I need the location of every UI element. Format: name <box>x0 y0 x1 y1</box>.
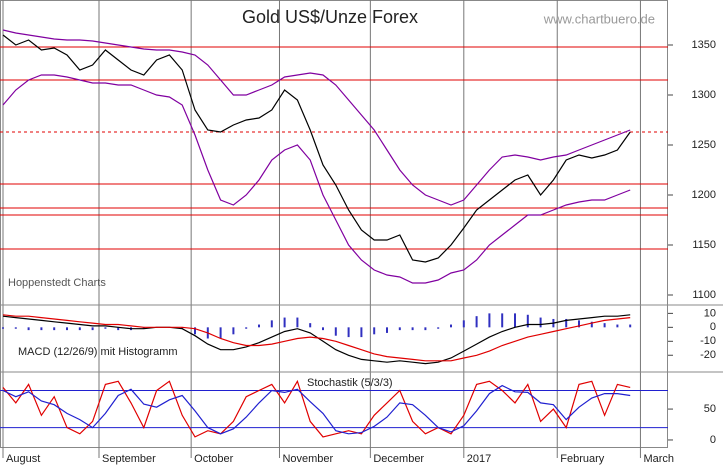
histogram-bar <box>117 327 120 331</box>
histogram-bar <box>283 317 286 328</box>
series-line <box>2 74 631 284</box>
histogram-bar <box>309 323 312 328</box>
y-tick-label: -10 <box>700 335 716 347</box>
histogram-bar <box>565 318 568 328</box>
y-tick-label: -20 <box>700 349 716 361</box>
histogram-bar <box>437 327 440 329</box>
x-tick-label: February <box>560 453 605 465</box>
histogram-bar <box>386 327 388 333</box>
series-line <box>2 384 631 435</box>
x-tick-label: November <box>282 453 333 465</box>
histogram-bar <box>526 314 529 328</box>
histogram-bar <box>78 327 81 331</box>
series-line <box>2 34 631 263</box>
histogram-bar <box>66 327 68 331</box>
histogram-bar <box>450 324 452 328</box>
histogram-bar <box>91 327 94 331</box>
x-tick-label: 2017 <box>467 453 491 465</box>
histogram-bar <box>245 327 248 329</box>
histogram-bar <box>373 327 376 335</box>
histogram-bar <box>398 327 401 331</box>
x-tick-label: December <box>373 453 424 465</box>
histogram-bar <box>2 327 4 329</box>
histogram-bar <box>590 321 593 328</box>
y-tick-label: 1300 <box>692 89 716 101</box>
panel-title: MACD (12/26/9) mit Histogramm <box>18 346 178 358</box>
chart-title: Gold US$/Unze Forex <box>242 7 418 27</box>
histogram-bar <box>181 327 184 329</box>
histogram-bar <box>270 320 273 328</box>
histogram-bar <box>258 324 260 328</box>
histogram-bar <box>334 327 337 336</box>
histogram-bar <box>501 313 504 328</box>
y-tick-label: 50 <box>704 403 716 415</box>
y-tick-label: 1250 <box>692 139 716 151</box>
histogram-bar <box>360 327 363 338</box>
frame <box>0 0 668 448</box>
x-tick-label: September <box>102 453 156 465</box>
y-tick-label: 1100 <box>692 289 716 301</box>
histogram-bar <box>347 327 350 338</box>
y-tick-label: 0 <box>710 321 716 333</box>
histogram-bar <box>14 327 17 329</box>
series-line <box>2 379 631 438</box>
histogram-bar <box>40 327 43 331</box>
histogram-bar <box>322 327 324 331</box>
y-tick-label: 1150 <box>692 239 716 251</box>
x-tick-label: August <box>6 453 40 465</box>
histogram-bar <box>629 324 632 328</box>
series-line <box>2 314 631 362</box>
histogram-bar <box>27 327 30 331</box>
y-tick-label: 0 <box>710 434 716 446</box>
histogram-bar <box>219 327 222 339</box>
histogram-bar <box>578 320 580 328</box>
x-tick-label: October <box>194 453 233 465</box>
histogram-bar <box>53 327 56 331</box>
y-tick-label: 1200 <box>692 189 716 201</box>
y-tick-label: 1350 <box>692 39 716 51</box>
histogram-bar <box>194 327 196 335</box>
note: Hoppenstedt Charts <box>8 277 106 289</box>
source: www.chartbuero.de <box>543 11 655 26</box>
histogram-bar <box>104 327 107 329</box>
series-line <box>2 29 631 206</box>
histogram-bar <box>462 320 465 328</box>
histogram-bar <box>616 324 619 328</box>
histogram-bar <box>142 327 145 329</box>
histogram-bar <box>296 317 299 328</box>
histogram-bar <box>424 327 427 331</box>
histogram-bar <box>514 313 516 328</box>
histogram-bar <box>603 323 606 328</box>
y-tick-label: 10 <box>704 307 716 319</box>
panel-title: Stochastik (5/3/3) <box>307 377 393 389</box>
histogram-bar <box>475 316 478 328</box>
histogram-bar <box>539 317 542 328</box>
series-line <box>2 314 631 365</box>
x-tick-label: March <box>643 453 674 465</box>
histogram-bar <box>488 313 491 328</box>
histogram-bar <box>411 327 414 331</box>
histogram-bar <box>232 327 235 335</box>
